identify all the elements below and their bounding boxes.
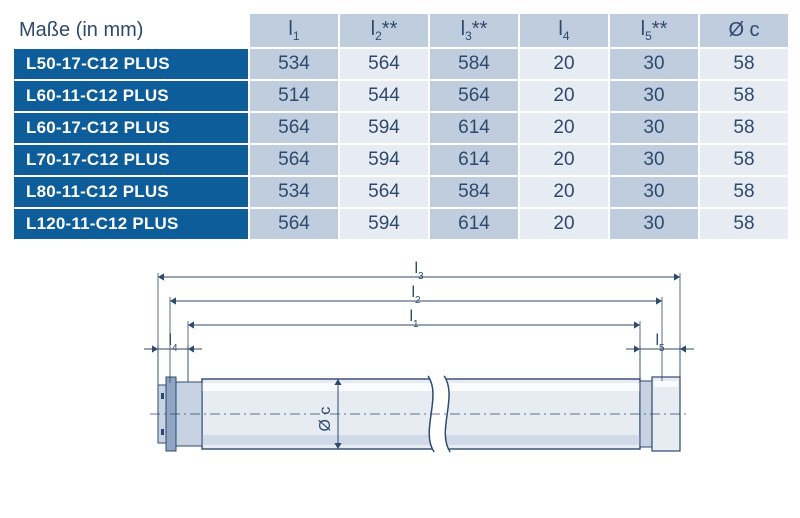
cell-l3: 614 (429, 208, 519, 240)
diagram-svg: l3l2l1l4l5Ø c (80, 259, 720, 469)
cell-l2: 594 (339, 112, 429, 144)
cell-dc: 58 (699, 112, 789, 144)
cell-l2: 564 (339, 48, 429, 80)
table: Maße (in mm) l1l2**l3**l4l5**Ø c L50-17-… (12, 12, 790, 241)
table-body: L50-17-C12 PLUS534564584203058L60-11-C12… (13, 48, 789, 240)
svg-text:l1: l1 (409, 308, 419, 330)
cell-l2: 544 (339, 80, 429, 112)
cell-dc: 58 (699, 144, 789, 176)
cell-l1: 534 (249, 48, 339, 80)
col-head-l3: l3** (429, 13, 519, 48)
table-row: L80-11-C12 PLUS534564584203058 (13, 176, 789, 208)
svg-text:l3: l3 (414, 260, 424, 282)
cell-l3: 614 (429, 112, 519, 144)
row-label: L80-11-C12 PLUS (13, 176, 249, 208)
cell-l1: 564 (249, 144, 339, 176)
cell-l4: 20 (519, 112, 609, 144)
cell-l2: 594 (339, 144, 429, 176)
row-label: L60-17-C12 PLUS (13, 112, 249, 144)
table-row: L70-17-C12 PLUS564594614203058 (13, 144, 789, 176)
cell-dc: 58 (699, 208, 789, 240)
cell-dc: 58 (699, 48, 789, 80)
dimensions-table: Maße (in mm) l1l2**l3**l4l5**Ø c L50-17-… (12, 12, 788, 241)
cell-dc: 58 (699, 176, 789, 208)
cell-l4: 20 (519, 48, 609, 80)
row-label: L70-17-C12 PLUS (13, 144, 249, 176)
table-row: L120-11-C12 PLUS564594614203058 (13, 208, 789, 240)
row-label: L50-17-C12 PLUS (13, 48, 249, 80)
cell-l2: 564 (339, 176, 429, 208)
table-row: L50-17-C12 PLUS534564584203058 (13, 48, 789, 80)
cell-l4: 20 (519, 176, 609, 208)
cell-l4: 20 (519, 80, 609, 112)
col-head-l1: l1 (249, 13, 339, 48)
cell-l2: 594 (339, 208, 429, 240)
dimension-diagram: l3l2l1l4l5Ø c (12, 259, 788, 469)
table-row: L60-11-C12 PLUS514544564203058 (13, 80, 789, 112)
col-head-l4: l4 (519, 13, 609, 48)
cell-l3: 564 (429, 80, 519, 112)
col-head-dc: Ø c (699, 13, 789, 48)
col-head-l2: l2** (339, 13, 429, 48)
cell-l3: 584 (429, 48, 519, 80)
col-head-l5: l5** (609, 13, 699, 48)
cell-l4: 20 (519, 144, 609, 176)
cell-l1: 564 (249, 208, 339, 240)
cell-l5: 30 (609, 144, 699, 176)
cell-l4: 20 (519, 208, 609, 240)
svg-text:l5: l5 (655, 332, 665, 354)
cell-l5: 30 (609, 208, 699, 240)
table-row: L60-17-C12 PLUS564594614203058 (13, 112, 789, 144)
svg-text:l2: l2 (411, 284, 421, 306)
row-label: L120-11-C12 PLUS (13, 208, 249, 240)
cell-l5: 30 (609, 48, 699, 80)
row-label: L60-11-C12 PLUS (13, 80, 249, 112)
cell-l5: 30 (609, 80, 699, 112)
table-header-row: Maße (in mm) l1l2**l3**l4l5**Ø c (13, 13, 789, 48)
svg-text:Ø c: Ø c (317, 407, 334, 432)
cell-l3: 614 (429, 144, 519, 176)
cell-l1: 534 (249, 176, 339, 208)
cell-l5: 30 (609, 112, 699, 144)
cell-l5: 30 (609, 176, 699, 208)
cell-l1: 514 (249, 80, 339, 112)
cell-l3: 584 (429, 176, 519, 208)
cell-dc: 58 (699, 80, 789, 112)
table-title: Maße (in mm) (13, 13, 249, 48)
cell-l1: 564 (249, 112, 339, 144)
